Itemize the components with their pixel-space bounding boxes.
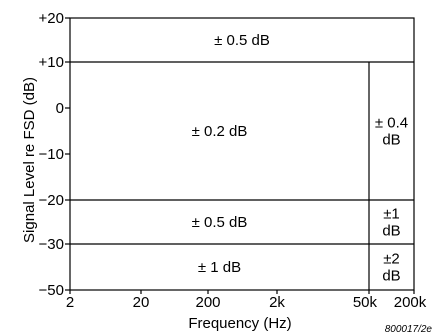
region-label-top: ± 0.5 dB [214,32,270,49]
y-axis-label: Signal Level re FSD (dB) [21,77,38,243]
region-label-main-hf: dB [382,132,400,149]
region-label-low-hf: dB [382,268,400,285]
y-tick-label: −10 [39,146,64,163]
region-label-low-hf: ±2 [383,251,400,268]
x-tick-label: 2k [269,294,285,311]
x-tick-label: 2 [66,294,74,311]
y-tick-label: −20 [39,192,64,209]
region-label-mid-hf: ±1 [383,206,400,223]
plot-frame [69,17,415,291]
x-tick-label: 200 [195,294,220,311]
figure-code: 800017/2e [385,324,433,335]
region-label-low: ± 1 dB [198,259,241,276]
region-label-main: ± 0.2 dB [192,123,248,140]
x-tick-label: 20 [133,294,150,311]
x-axis-label: Frequency (Hz) [188,315,291,332]
y-tick-label: −30 [39,236,64,253]
y-tick-label: +20 [39,10,64,27]
y-tick-label: −50 [39,282,64,299]
region-label-mid-hf: dB [382,223,400,240]
y-tick-label: 0 [56,100,64,117]
x-tick-label: 50k [353,294,378,311]
region-label-mid: ± 0.5 dB [192,214,248,231]
y-tick-label: +10 [39,54,64,71]
x-tick-label: 200k [394,294,427,311]
region-label-main-hf: ± 0.4 [375,115,408,132]
